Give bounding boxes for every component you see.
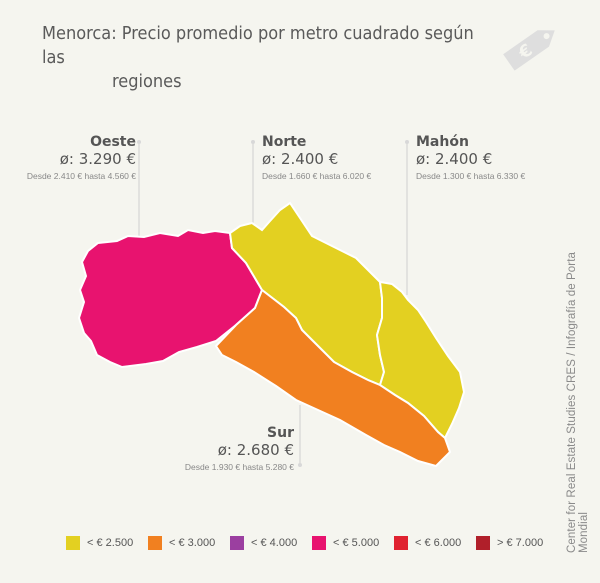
- legend-label: < € 5.000: [333, 537, 380, 549]
- euro-price-tag-icon: €: [503, 30, 555, 71]
- region-oeste[interactable]: [77, 228, 264, 369]
- legend: < € 2.500 < € 3.000 < € 4.000 < € 5.000 …: [66, 536, 566, 550]
- legend-label: < € 4.000: [251, 537, 298, 549]
- legend-swatch: [394, 536, 408, 550]
- region-sur[interactable]: [214, 288, 452, 468]
- region-range: Desde 1.930 € hasta 5.280 €: [184, 462, 294, 472]
- region-average: ø: 2.400 €: [262, 150, 339, 168]
- region-name: Sur: [267, 425, 294, 441]
- label-sur: Sur ø: 2.680 € Desde 1.930 € hasta 5.280…: [168, 425, 294, 472]
- region-name: Oeste: [90, 134, 136, 150]
- legend-item: > € 7.000: [476, 536, 558, 550]
- title-line-2: regiones: [112, 71, 182, 92]
- label-norte: Norte ø: 2.400 € Desde 1.660 € hasta 6.0…: [262, 134, 402, 181]
- legend-label: < € 2.500: [87, 537, 134, 549]
- label-mahon: Mahón ø: 2.400 € Desde 1.300 € hasta 6.3…: [416, 134, 556, 181]
- legend-label: < € 6.000: [415, 537, 462, 549]
- legend-item: < € 4.000: [230, 536, 312, 550]
- legend-swatch: [148, 536, 162, 550]
- region-name: Mahón: [416, 134, 469, 150]
- region-average: ø: 2.400 €: [416, 150, 493, 168]
- legend-swatch: [312, 536, 326, 550]
- region-average: ø: 3.290 €: [59, 150, 136, 168]
- label-oeste: Oeste ø: 3.290 € Desde 2.410 € hasta 4.5…: [18, 134, 136, 181]
- legend-label: < € 3.000: [169, 537, 216, 549]
- region-range: Desde 2.410 € hasta 4.560 €: [26, 171, 136, 181]
- source-credit: Center for Real Estate Studies CRES / In…: [566, 251, 590, 553]
- region-average: ø: 2.680 €: [217, 441, 294, 459]
- region-range: Desde 1.300 € hasta 6.330 €: [416, 171, 526, 181]
- region-range: Desde 1.660 € hasta 6.020 €: [262, 171, 372, 181]
- map-title: Menorca: Precio promedio por metro cuadr…: [42, 22, 482, 94]
- legend-swatch: [66, 536, 80, 550]
- legend-item: < € 2.500: [66, 536, 148, 550]
- title-line-1: Menorca: Precio promedio por metro cuadr…: [42, 23, 474, 68]
- legend-item: < € 3.000: [148, 536, 230, 550]
- region-name: Norte: [262, 134, 307, 150]
- legend-swatch: [476, 536, 490, 550]
- legend-label: > € 7.000: [497, 537, 544, 549]
- legend-item: < € 6.000: [394, 536, 476, 550]
- legend-swatch: [230, 536, 244, 550]
- legend-item: < € 5.000: [312, 536, 394, 550]
- region-mahon[interactable]: [375, 280, 466, 440]
